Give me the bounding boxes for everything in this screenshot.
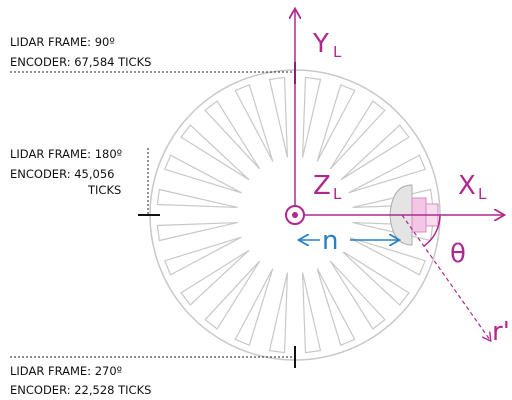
encoder-slot (180, 249, 250, 306)
encoder-slot (348, 154, 427, 194)
encoder-slot (348, 236, 427, 276)
encoder-slot (329, 260, 386, 330)
label: ENCODER: 67,584 TICKS (10, 55, 151, 69)
r-ray (401, 214, 490, 340)
label: LIDAR FRAME: 180º (10, 147, 122, 161)
z-axis-dot (292, 212, 298, 218)
encoder-slot (340, 124, 410, 181)
encoder-slot (301, 76, 322, 158)
encoder-slot (301, 272, 322, 354)
encoder-slot (316, 83, 356, 162)
n-bg (320, 228, 350, 252)
encoder-wheel (149, 69, 441, 361)
axis-label: Y (312, 29, 329, 59)
encoder-slot (180, 124, 250, 181)
theta-arc (423, 214, 441, 247)
encoder-slot (268, 76, 289, 158)
theta-label: θ (450, 239, 466, 269)
axis-label: Z (313, 171, 331, 201)
label: TICKS (87, 183, 121, 197)
axis-sub: L (333, 43, 342, 61)
encoder-slot (234, 268, 274, 347)
encoder-slot (204, 260, 261, 330)
encoder-slot (156, 188, 238, 209)
encoder-slot (156, 221, 238, 242)
label: LIDAR FRAME: 90º (10, 35, 115, 49)
axis-label: X (458, 171, 476, 201)
label: ENCODER: 22,528 TICKS (10, 383, 151, 397)
r-label: r' (492, 317, 510, 347)
encoder-slot (340, 249, 410, 306)
encoder-slot (163, 236, 242, 276)
axis-sub: L (333, 185, 342, 203)
encoder-slot (204, 100, 261, 170)
encoder-slot (268, 272, 289, 354)
label: LIDAR FRAME: 270º (10, 364, 122, 378)
encoder-slot (234, 83, 274, 162)
axis-sub: L (478, 185, 487, 203)
n-label: n (322, 226, 338, 256)
encoder-slot (329, 100, 386, 170)
encoder-slot (163, 154, 242, 194)
label: ENCODER: 45,056 (10, 167, 114, 181)
encoder-slot (316, 268, 356, 347)
